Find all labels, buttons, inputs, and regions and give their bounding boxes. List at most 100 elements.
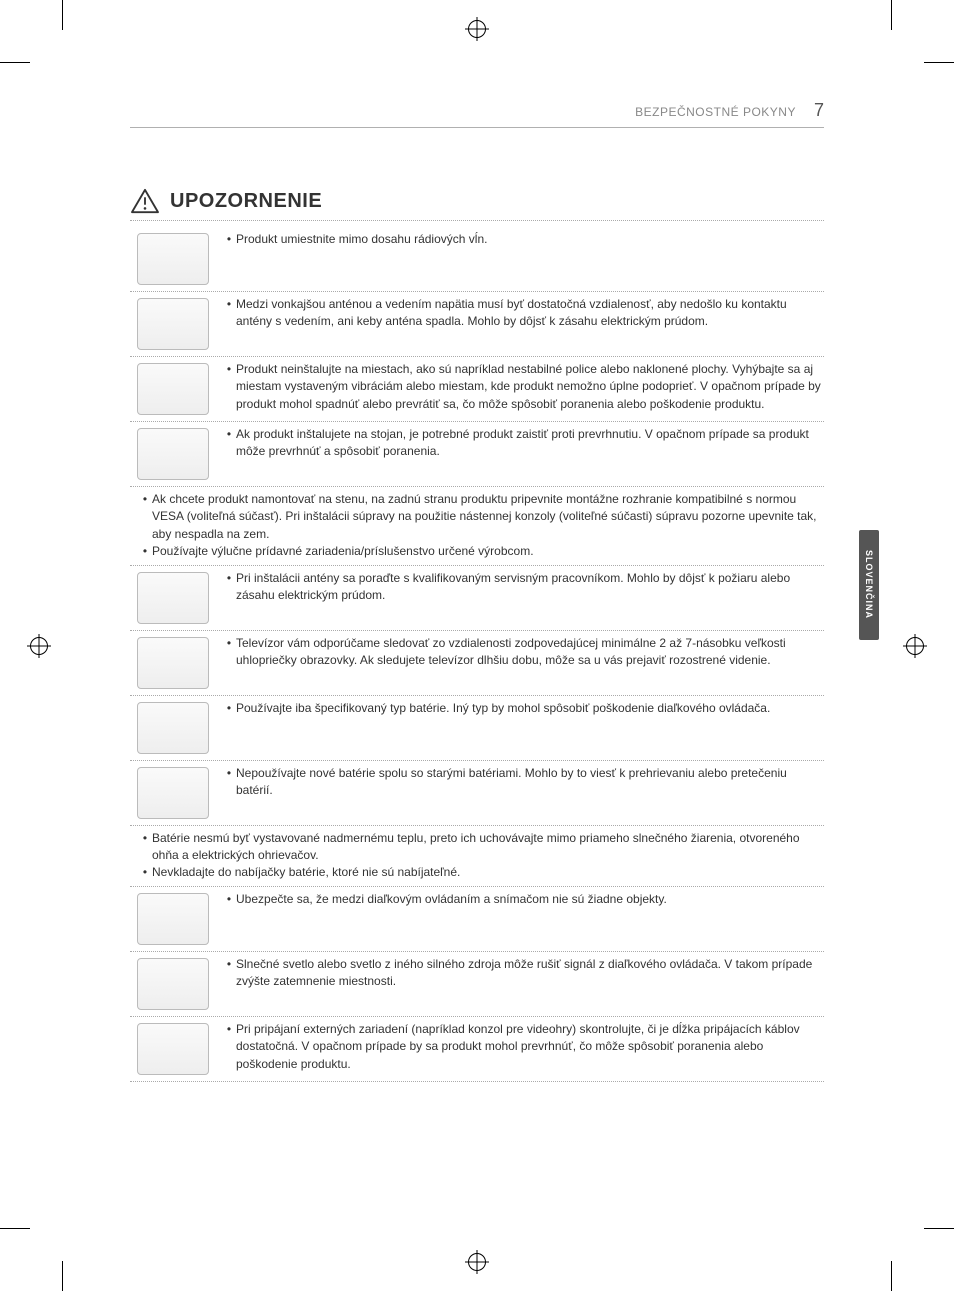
illustration-icon — [137, 363, 209, 415]
bullet-text: Medzi vonkajšou anténou a vedením napäti… — [236, 296, 824, 331]
bullet-row: •Ak chcete produkt namontovať na stenu, … — [138, 491, 824, 543]
safety-illustration — [130, 1021, 222, 1077]
page-number: 7 — [814, 100, 824, 121]
safety-text: •Používajte iba špecifikovaný typ batéri… — [222, 700, 824, 717]
illustration-icon — [137, 298, 209, 350]
bullet-row: •Batérie nesmú byť vystavované nadmerném… — [138, 830, 824, 865]
safety-text: •Produkt umiestnite mimo dosahu rádiovýc… — [222, 231, 824, 248]
warning-icon — [130, 188, 160, 214]
bullet-row: •Slnečné svetlo alebo svetlo z iného sil… — [222, 956, 824, 991]
safety-text: •Pri pripájaní externých zariadení (napr… — [222, 1021, 824, 1073]
illustration-icon — [137, 233, 209, 285]
safety-text: •Pri inštalácii antény sa poraďte s kval… — [222, 570, 824, 605]
bullet-dot: • — [222, 635, 236, 652]
bullet-row: •Ubezpečte sa, že medzi diaľkovým ovláda… — [222, 891, 824, 908]
registration-mark — [468, 1253, 486, 1271]
bullet-dot: • — [138, 830, 152, 847]
page-header: BEZPEČNOSTNÉ POKYNY 7 — [130, 100, 824, 128]
illustration-icon — [137, 702, 209, 754]
bullet-row: •Pri inštalácii antény sa poraďte s kval… — [222, 570, 824, 605]
illustration-icon — [137, 428, 209, 480]
bullet-text: Ak chcete produkt namontovať na stenu, n… — [152, 491, 824, 543]
bullet-dot: • — [222, 426, 236, 443]
illustration-icon — [137, 1023, 209, 1075]
illustration-icon — [137, 893, 209, 945]
safety-illustration — [130, 635, 222, 691]
bullet-dot: • — [222, 570, 236, 587]
safety-item: •Medzi vonkajšou anténou a vedením napät… — [130, 292, 824, 357]
safety-item: •Ak produkt inštalujete na stojan, je po… — [130, 422, 824, 487]
illustration-icon — [137, 637, 209, 689]
warning-heading: UPOZORNENIE — [130, 188, 824, 221]
illustration-icon — [137, 572, 209, 624]
safety-illustration — [130, 570, 222, 626]
page-content: BEZPEČNOSTNÉ POKYNY 7 UPOZORNENIE •Produ… — [130, 100, 824, 1082]
bullet-row: •Ak produkt inštalujete na stojan, je po… — [222, 426, 824, 461]
bullet-dot: • — [138, 864, 152, 881]
safety-illustration — [130, 296, 222, 352]
bullet-dot: • — [222, 700, 236, 717]
bullet-row: •Používajte iba špecifikovaný typ batéri… — [222, 700, 824, 717]
safety-illustration — [130, 765, 222, 821]
bullet-dot: • — [222, 765, 236, 782]
bullet-text: Pri inštalácii antény sa poraďte s kvali… — [236, 570, 824, 605]
safety-item: •Pri inštalácii antény sa poraďte s kval… — [130, 566, 824, 631]
bullet-dot: • — [222, 956, 236, 973]
safety-text: •Televízor vám odporúčame sledovať zo vz… — [222, 635, 824, 670]
safety-item: •Produkt umiestnite mimo dosahu rádiovýc… — [130, 227, 824, 292]
bullet-text: Batérie nesmú byť vystavované nadmernému… — [152, 830, 824, 865]
safety-illustration — [130, 361, 222, 417]
safety-item: •Batérie nesmú byť vystavované nadmerném… — [130, 826, 824, 887]
safety-illustration — [130, 426, 222, 482]
safety-text: •Ak produkt inštalujete na stojan, je po… — [222, 426, 824, 461]
bullet-row: •Medzi vonkajšou anténou a vedením napät… — [222, 296, 824, 331]
registration-mark — [30, 637, 48, 655]
warning-title: UPOZORNENIE — [170, 190, 322, 213]
bullet-text: Televízor vám odporúčame sledovať zo vzd… — [236, 635, 824, 670]
bullet-text: Nepoužívajte nové batérie spolu so starý… — [236, 765, 824, 800]
bullet-text: Používajte výlučne prídavné zariadenia/p… — [152, 543, 824, 560]
safety-text: •Ak chcete produkt namontovať na stenu, … — [138, 491, 824, 561]
section-title: BEZPEČNOSTNÉ POKYNY — [635, 105, 796, 119]
safety-item: •Nepoužívajte nové batérie spolu so star… — [130, 761, 824, 826]
bullet-text: Nevkladajte do nabíjačky batérie, ktoré … — [152, 864, 824, 881]
bullet-dot: • — [222, 296, 236, 313]
bullet-text: Produkt neinštalujte na miestach, ako sú… — [236, 361, 824, 413]
safety-item: •Používajte iba špecifikovaný typ batéri… — [130, 696, 824, 761]
bullet-dot: • — [138, 491, 152, 508]
bullet-text: Produkt umiestnite mimo dosahu rádiových… — [236, 231, 824, 248]
illustration-icon — [137, 958, 209, 1010]
illustration-icon — [137, 767, 209, 819]
safety-item: •Slnečné svetlo alebo svetlo z iného sil… — [130, 952, 824, 1017]
bullet-text: Pri pripájaní externých zariadení (naprí… — [236, 1021, 824, 1073]
bullet-row: •Pri pripájaní externých zariadení (napr… — [222, 1021, 824, 1073]
safety-illustration — [130, 700, 222, 756]
safety-text: •Batérie nesmú byť vystavované nadmerném… — [138, 830, 824, 882]
safety-item: •Ak chcete produkt namontovať na stenu, … — [130, 487, 824, 566]
safety-text: •Medzi vonkajšou anténou a vedením napät… — [222, 296, 824, 331]
safety-text: •Ubezpečte sa, že medzi diaľkovým ovláda… — [222, 891, 824, 908]
bullet-dot: • — [222, 891, 236, 908]
safety-text: •Nepoužívajte nové batérie spolu so star… — [222, 765, 824, 800]
bullet-dot: • — [138, 543, 152, 560]
bullet-row: •Televízor vám odporúčame sledovať zo vz… — [222, 635, 824, 670]
bullet-text: Ak produkt inštalujete na stojan, je pot… — [236, 426, 824, 461]
safety-item: •Pri pripájaní externých zariadení (napr… — [130, 1017, 824, 1082]
safety-illustration — [130, 891, 222, 947]
bullet-row: •Nevkladajte do nabíjačky batérie, ktoré… — [138, 864, 824, 881]
safety-illustration — [130, 956, 222, 1012]
language-tab: SLOVENČINA — [859, 530, 879, 640]
registration-mark — [906, 637, 924, 655]
registration-mark — [468, 20, 486, 38]
safety-items-list: •Produkt umiestnite mimo dosahu rádiovýc… — [130, 227, 824, 1082]
safety-item: •Ubezpečte sa, že medzi diaľkovým ovláda… — [130, 887, 824, 952]
bullet-text: Ubezpečte sa, že medzi diaľkovým ovládan… — [236, 891, 824, 908]
safety-text: •Slnečné svetlo alebo svetlo z iného sil… — [222, 956, 824, 991]
bullet-text: Slnečné svetlo alebo svetlo z iného siln… — [236, 956, 824, 991]
safety-text: •Produkt neinštalujte na miestach, ako s… — [222, 361, 824, 413]
bullet-dot: • — [222, 1021, 236, 1038]
bullet-row: •Produkt umiestnite mimo dosahu rádiovýc… — [222, 231, 824, 248]
bullet-text: Používajte iba špecifikovaný typ batérie… — [236, 700, 824, 717]
bullet-row: •Nepoužívajte nové batérie spolu so star… — [222, 765, 824, 800]
bullet-dot: • — [222, 231, 236, 248]
